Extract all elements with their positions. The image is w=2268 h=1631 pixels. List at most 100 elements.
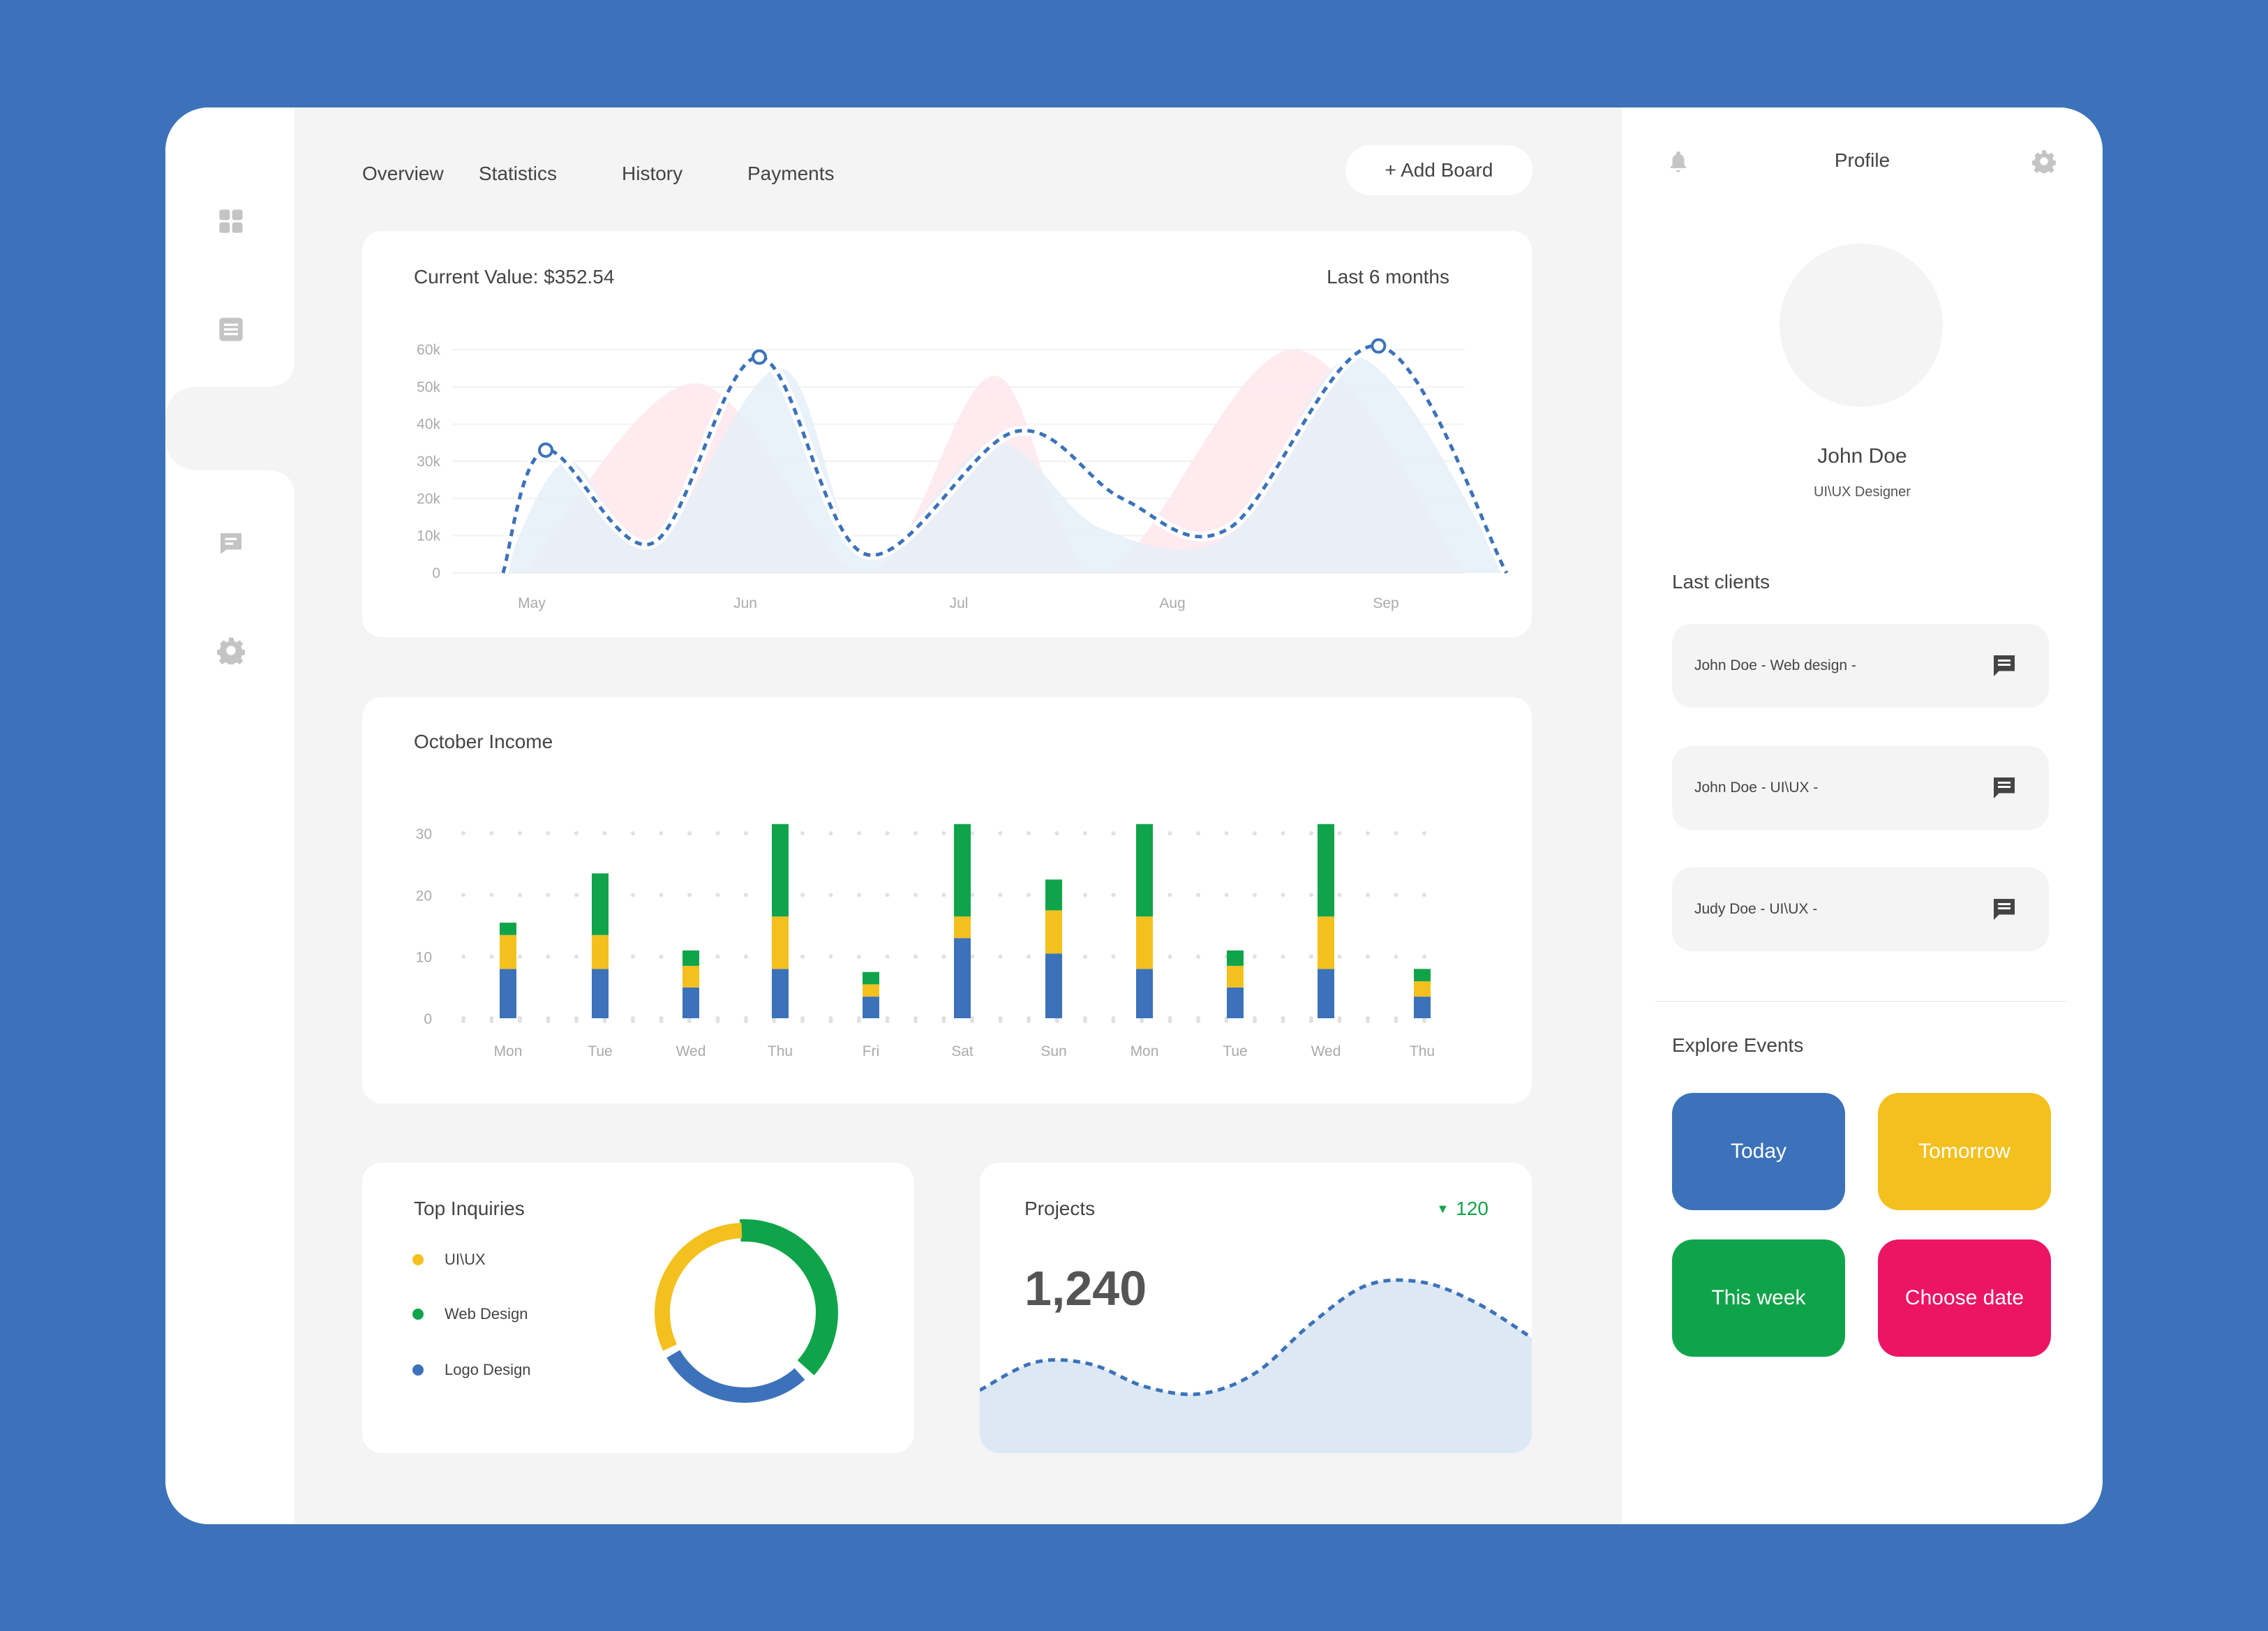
bar-segment xyxy=(863,971,879,985)
grid-dot xyxy=(1281,954,1285,959)
grid-dot xyxy=(1394,954,1398,959)
grid-dot xyxy=(970,893,974,898)
triangle-down-icon: ▼ xyxy=(1436,1201,1449,1216)
client-item[interactable]: John Doe - Web design - xyxy=(1672,624,2049,708)
message-icon[interactable] xyxy=(1992,897,2017,922)
grid-dot xyxy=(857,893,861,898)
profile-settings-icon[interactable] xyxy=(2031,149,2057,176)
bar-segment xyxy=(772,824,789,917)
grid-dot xyxy=(913,831,918,835)
bar-segment xyxy=(682,987,699,1018)
grid-dot xyxy=(518,831,522,835)
grid-dot xyxy=(857,1019,861,1023)
grid-dot xyxy=(574,954,579,959)
event-tomorrow-button[interactable]: Tomorrow xyxy=(1878,1093,2051,1210)
legend-dot xyxy=(412,1364,424,1376)
x-tick-label: Jul xyxy=(950,595,969,611)
event-this-week-button[interactable]: This week xyxy=(1672,1239,1845,1357)
bar-segment xyxy=(772,916,789,969)
donut-segment xyxy=(666,1350,805,1403)
grid-dot xyxy=(659,831,664,835)
grid-dot xyxy=(489,954,494,959)
projects-line xyxy=(980,1278,1532,1397)
grid-dot xyxy=(828,831,833,835)
x-tick-label: Sep xyxy=(1373,595,1398,611)
grid-dot xyxy=(1167,954,1172,959)
grid-dot xyxy=(631,954,635,959)
grid-dot xyxy=(1196,893,1200,898)
bar-segment xyxy=(1414,969,1431,981)
message-icon[interactable] xyxy=(1992,653,2017,678)
grid-dot xyxy=(941,1019,946,1023)
add-board-button[interactable]: + Add Board xyxy=(1345,145,1532,195)
legend-item-logo-design: Logo Design xyxy=(412,1361,531,1379)
grid-dot xyxy=(941,893,946,898)
grid-dot xyxy=(1394,831,1398,835)
avatar[interactable] xyxy=(1780,244,1943,407)
grid-dot xyxy=(602,1019,607,1023)
grid-dot xyxy=(800,1019,805,1023)
settings-icon[interactable] xyxy=(204,624,258,677)
grid-dot xyxy=(1253,893,1257,898)
tab-payments[interactable]: Payments xyxy=(747,163,835,184)
grid-dot xyxy=(970,831,974,835)
grid-dot xyxy=(574,1019,579,1023)
grid-dot xyxy=(885,1019,890,1023)
grid-dot xyxy=(800,893,805,898)
bar-segment xyxy=(682,950,699,966)
grid-dot xyxy=(828,893,833,898)
grid-dot xyxy=(885,831,890,835)
grid-dot xyxy=(546,893,551,898)
bell-icon[interactable] xyxy=(1666,149,1690,173)
client-item[interactable]: Judy Doe - UI\UX - xyxy=(1672,867,2049,951)
client-item[interactable]: John Doe - UI\UX - xyxy=(1672,746,2049,830)
message-icon[interactable] xyxy=(204,517,258,570)
grid-dot xyxy=(772,1019,777,1023)
donut-segment xyxy=(655,1223,743,1351)
message-icon[interactable] xyxy=(1992,775,2017,800)
bar-segment xyxy=(500,969,516,1018)
bar-segment xyxy=(1227,965,1244,988)
x-tick-label: Aug xyxy=(1159,595,1185,611)
grid-dot xyxy=(1083,893,1087,898)
last-clients-title: Last clients xyxy=(1672,571,1770,593)
grid-dot xyxy=(857,831,861,835)
grid-dot xyxy=(574,893,579,898)
y-tick-label: 0 xyxy=(432,565,440,581)
x-tick-label: Sun xyxy=(1040,1043,1066,1059)
value-line xyxy=(501,344,1509,574)
grid-dot xyxy=(1366,831,1370,835)
grid-dot xyxy=(744,893,748,898)
event-today-button[interactable]: Today xyxy=(1672,1093,1845,1210)
event-choose-date-button[interactable]: Choose date xyxy=(1878,1239,2051,1357)
x-tick-label: Thu xyxy=(768,1043,793,1059)
grid-dot xyxy=(489,1019,494,1023)
tab-statistics[interactable]: Statistics xyxy=(479,163,558,184)
grid-dot xyxy=(1224,831,1229,835)
bar-segment xyxy=(954,916,971,939)
grid-dot xyxy=(659,1019,664,1023)
divider xyxy=(1655,1001,2067,1002)
dashboard-icon[interactable] xyxy=(204,195,258,248)
projects-card: Projects ▼ 120 1,240 xyxy=(980,1163,1532,1453)
grid-dot xyxy=(1196,954,1200,959)
x-tick-label: Wed xyxy=(1311,1043,1341,1059)
x-tick-label: Jun xyxy=(733,595,757,611)
projects-area xyxy=(980,1280,1532,1453)
tab-overview[interactable]: Overview xyxy=(362,163,444,184)
grid-dot xyxy=(602,831,607,835)
grid-dot xyxy=(1083,954,1087,959)
grid-dot xyxy=(1309,954,1313,959)
bar-segment xyxy=(500,923,516,935)
list-icon[interactable] xyxy=(204,303,258,356)
projects-title: Projects xyxy=(1024,1198,1096,1219)
grid-dot xyxy=(1366,1019,1370,1023)
time-range-selector[interactable]: Last 6 months xyxy=(1327,266,1449,288)
bar-segment xyxy=(682,965,699,988)
bar-segment xyxy=(1227,987,1244,1018)
grid-dot xyxy=(461,1019,465,1023)
grid-dot xyxy=(885,954,890,959)
tab-history[interactable]: History xyxy=(622,163,683,184)
legend-dot xyxy=(412,1254,424,1265)
